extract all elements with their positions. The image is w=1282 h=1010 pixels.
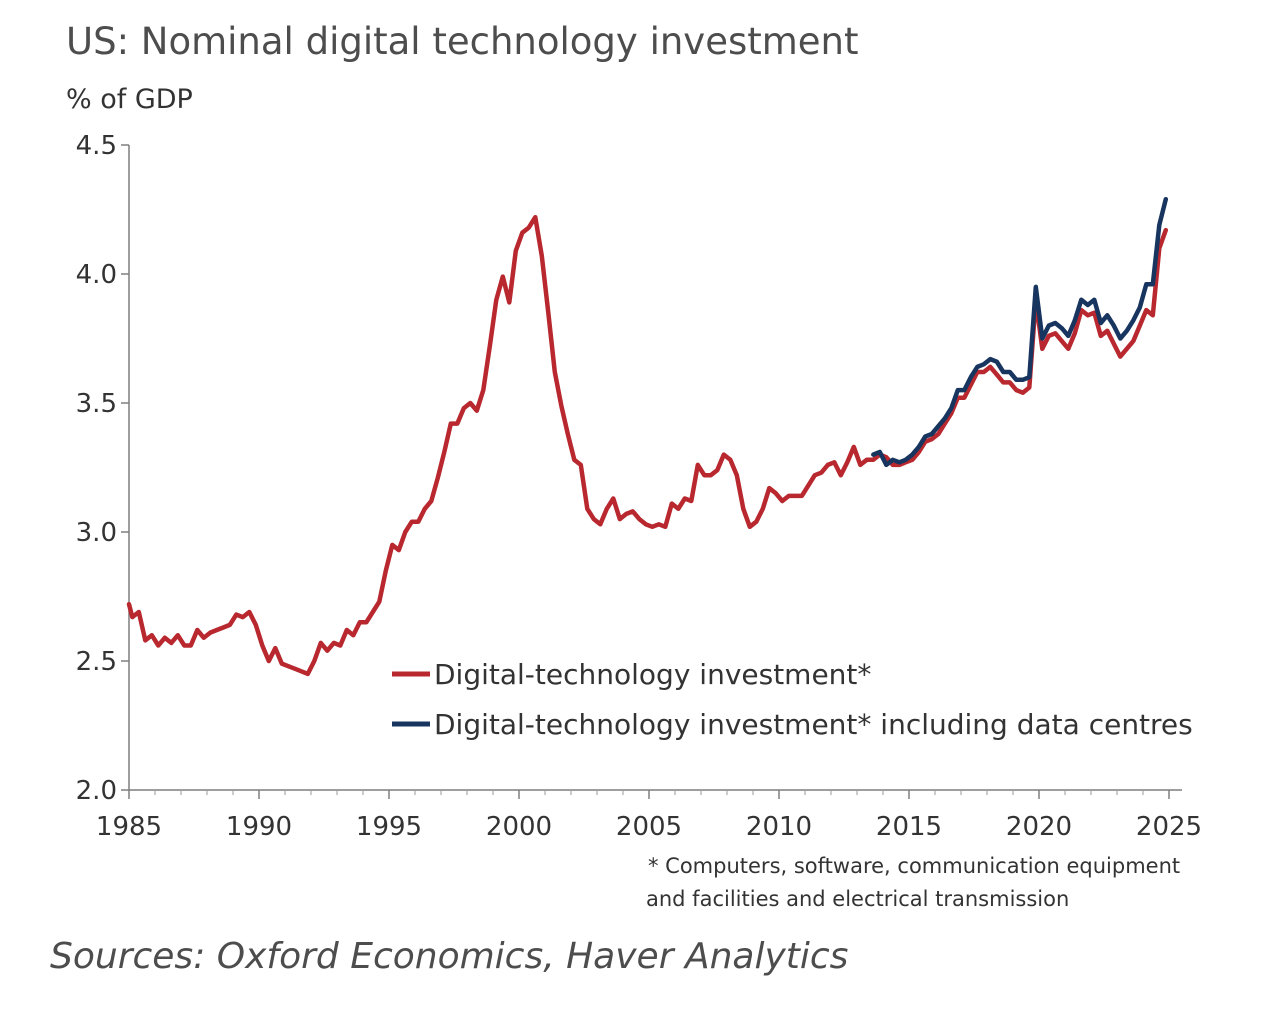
series-layer	[126, 196, 1169, 677]
x-tick-label: 1990	[226, 812, 292, 842]
y-tick-label: 3.0	[76, 518, 117, 548]
y-tick-label: 2.0	[76, 776, 117, 806]
y-tick-label: 2.5	[76, 647, 117, 677]
y-tick-label: 4.0	[76, 260, 117, 290]
sources-note: Sources: Oxford Economics, Haver Analyti…	[50, 936, 848, 977]
footnote-line-1: * Computers, software, communication equ…	[648, 854, 1180, 878]
x-tick-label: 2005	[616, 812, 682, 842]
legend-label-including-data-centres: Digital-technology investment* including…	[434, 708, 1193, 741]
x-tick-label: 2010	[746, 812, 812, 842]
x-tick-label: 1995	[356, 812, 422, 842]
y-axis-unit-label: % of GDP	[66, 84, 193, 115]
x-tick-label: 2000	[486, 812, 552, 842]
legend-label-digital-tech: Digital-technology investment*	[434, 658, 871, 691]
legend: Digital-technology investment* Digital-t…	[392, 658, 1193, 741]
y-tick-label: 3.5	[76, 389, 117, 419]
chart-title: US: Nominal digital technology investmen…	[66, 20, 859, 63]
series-line-digital-tech	[126, 214, 1169, 677]
x-tick-label: 1985	[96, 812, 162, 842]
y-tick-label: 4.5	[76, 131, 117, 161]
x-tick-label: 2025	[1136, 812, 1202, 842]
footnote-line-2: and facilities and electrical transmissi…	[646, 887, 1069, 911]
x-tick-label: 2015	[876, 812, 942, 842]
x-tick-label: 2020	[1006, 812, 1072, 842]
x-axis: 1985 1990 1995 2000 2005 2010 2015 2020 2025	[96, 789, 1202, 842]
y-axis: 2.0 2.5 3.0 3.5 4.0 4.5	[76, 131, 130, 806]
series-line-including-data-centres	[871, 196, 1169, 468]
